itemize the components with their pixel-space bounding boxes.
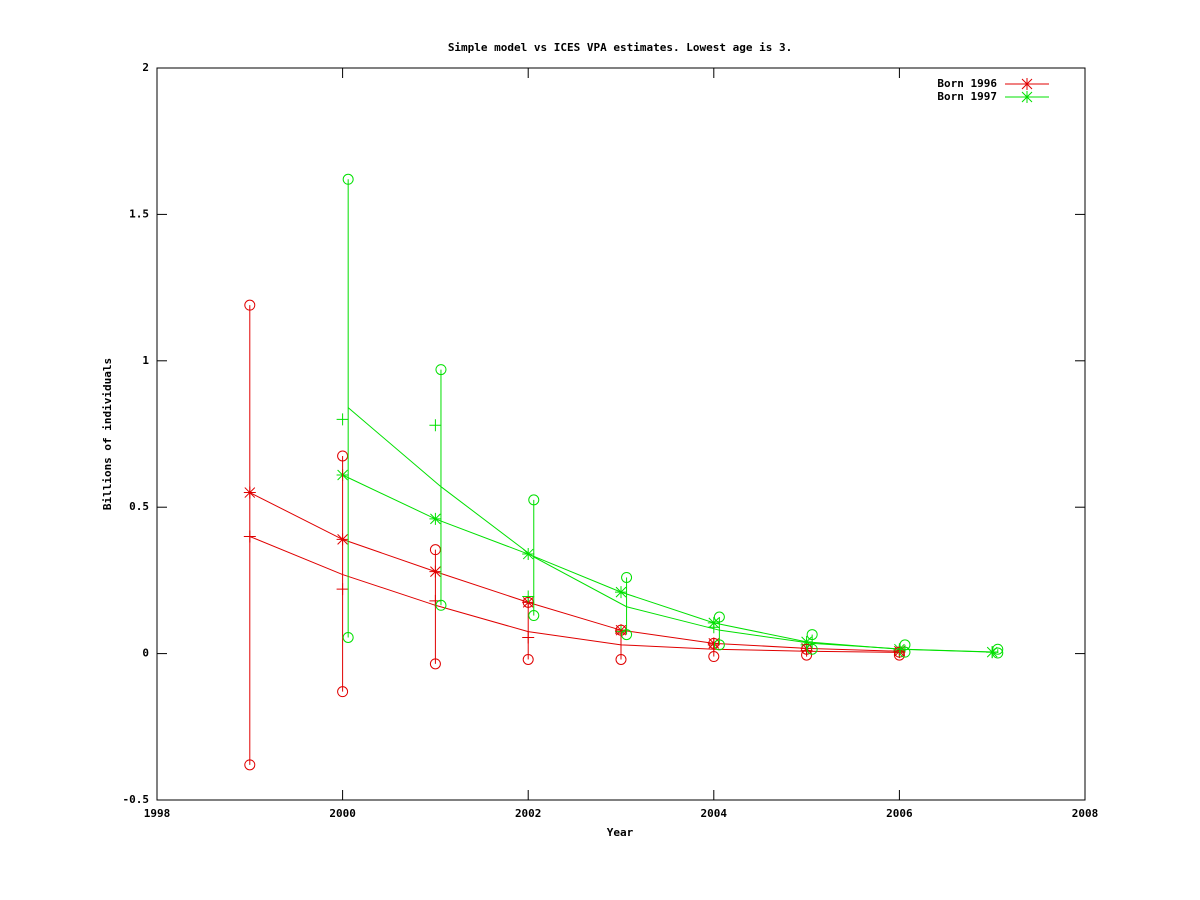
error-high (342, 173, 354, 185)
error-low (429, 658, 441, 670)
error-low (528, 610, 540, 622)
error-high (893, 646, 905, 658)
error-low (337, 686, 349, 698)
error-low (992, 647, 1004, 659)
error-high (708, 637, 720, 649)
plot-border (156, 67, 1086, 801)
y-tick-label: 2 (142, 61, 149, 74)
y-tick-label: 0.5 (129, 500, 149, 513)
error-high (621, 571, 633, 583)
legend-marker (1021, 78, 1033, 90)
error-low (801, 649, 813, 661)
error-low (244, 759, 256, 771)
y-axis-label: Billions of individuals (101, 358, 114, 510)
plus-marker (986, 646, 999, 659)
error-high (992, 643, 1004, 655)
error-low (893, 649, 905, 661)
plus-marker (707, 621, 720, 634)
y-tick-label: 1.5 (129, 207, 149, 220)
error-low (621, 629, 633, 641)
series-line (249, 536, 900, 653)
y-tick-label: 1 (142, 354, 149, 367)
error-low (713, 639, 725, 651)
error-high (899, 639, 911, 651)
x-axis-label: Year (607, 826, 634, 839)
x-tick-label: 2002 (515, 807, 542, 820)
error-high (522, 596, 534, 608)
legend-label: Born 1996 (937, 77, 997, 90)
y-tick-label: 0 (142, 647, 149, 660)
legend-marker (1021, 91, 1033, 103)
x-tick-label: 2008 (1072, 807, 1099, 820)
error-low (522, 653, 534, 665)
error-high (801, 643, 813, 655)
error-high (429, 544, 441, 556)
legend-label: Born 1997 (937, 90, 997, 103)
error-high (806, 629, 818, 641)
error-high (615, 624, 627, 636)
error-high (337, 450, 349, 462)
error-low (708, 651, 720, 663)
chart-title: Simple model vs ICES VPA estimates. Lowe… (448, 41, 792, 54)
star-marker (615, 586, 627, 599)
series-line (347, 407, 998, 653)
error-low (435, 599, 447, 611)
star-marker (429, 512, 442, 525)
error-high (713, 611, 725, 623)
x-tick-label: 2004 (701, 807, 728, 820)
error-low (899, 646, 911, 658)
x-tick-label: 2000 (329, 807, 356, 820)
error-high (435, 364, 447, 376)
plus-marker (429, 419, 442, 432)
error-low (806, 643, 818, 655)
x-tick-label: 1998 (144, 807, 171, 820)
x-tick-label: 2006 (886, 807, 913, 820)
error-high (528, 494, 540, 506)
plus-marker (336, 413, 349, 426)
error-high (244, 299, 256, 311)
y-tick-label: -0.5 (123, 793, 150, 806)
series-line (249, 492, 900, 652)
plus-marker (522, 590, 535, 603)
star-marker (522, 548, 535, 561)
series-line (342, 474, 993, 653)
error-low (342, 631, 354, 643)
error-low (615, 653, 627, 665)
